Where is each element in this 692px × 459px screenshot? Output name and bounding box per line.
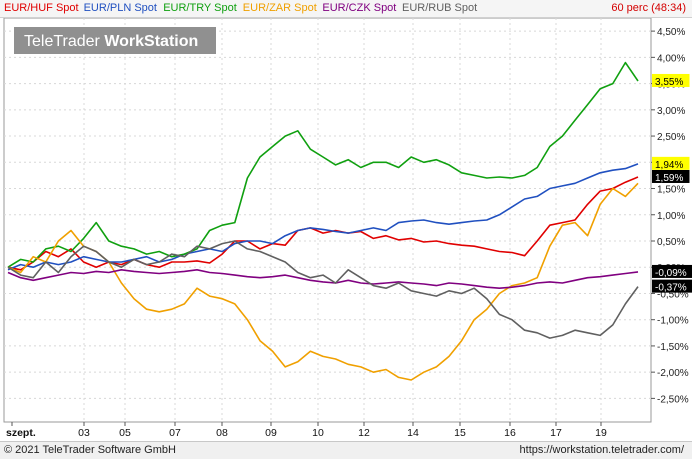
legend-item[interactable]: EUR/PLN Spot bbox=[83, 2, 157, 14]
last-value-label: -0,37% bbox=[655, 283, 687, 294]
y-tick-label: 4,50% bbox=[657, 27, 685, 38]
series-line bbox=[7, 61, 639, 268]
y-tick-label: -1,00% bbox=[657, 316, 689, 327]
legend-item[interactable]: EUR/ZAR Spot bbox=[242, 2, 317, 14]
watermark-text: TeleTrader WorkStation bbox=[24, 33, 198, 50]
x-tick-label: 10 bbox=[312, 427, 324, 439]
y-tick-label: -0,50% bbox=[657, 289, 689, 300]
footer: © 2021 TeleTrader Software GmbH https://… bbox=[0, 441, 692, 459]
y-tick-label: -1,50% bbox=[657, 342, 689, 353]
legend-item[interactable]: EUR/CZK Spot bbox=[322, 2, 397, 14]
timeframe-label: 60 perc (48:34) bbox=[611, 2, 686, 14]
plot-area bbox=[3, 18, 652, 423]
last-value-label: -0,09% bbox=[655, 268, 687, 279]
x-tick-label: 14 bbox=[407, 427, 419, 439]
last-value-badge bbox=[652, 73, 690, 87]
y-tick-label: -2,00% bbox=[657, 368, 689, 379]
x-tick-label: 16 bbox=[504, 427, 516, 439]
y-tick-label: 1,50% bbox=[657, 185, 685, 196]
x-tick-label: 07 bbox=[169, 427, 181, 439]
y-tick-label: 1,00% bbox=[657, 211, 685, 222]
legend-item[interactable]: EUR/HUF Spot bbox=[4, 2, 79, 14]
last-value-badge bbox=[652, 156, 690, 170]
series-line bbox=[7, 269, 639, 289]
x-tick-label: 08 bbox=[216, 427, 228, 439]
x-tick-label: 03 bbox=[78, 427, 90, 439]
series-line bbox=[7, 176, 639, 271]
series-line bbox=[7, 182, 639, 381]
legend-bar: EUR/HUF Spot EUR/PLN Spot EUR/TRY Spot EUR/… bbox=[0, 0, 692, 18]
legend-item[interactable]: EUR/TRY Spot bbox=[163, 2, 237, 14]
y-tick-label: 2,50% bbox=[657, 132, 685, 143]
footer-url[interactable]: https://workstation.teletrader.com/ bbox=[519, 444, 684, 456]
last-value-label: 1,59% bbox=[655, 173, 683, 184]
y-tick-label: -2,50% bbox=[657, 394, 689, 405]
x-tick-label: 12 bbox=[358, 427, 370, 439]
series-line bbox=[7, 240, 639, 339]
last-value-badge bbox=[652, 279, 692, 293]
x-tick-label: 17 bbox=[550, 427, 562, 439]
y-tick-label: 3,00% bbox=[657, 106, 685, 117]
y-tick-label: 4,00% bbox=[657, 53, 685, 64]
last-value-badge bbox=[652, 264, 692, 278]
x-tick-label: 19 bbox=[595, 427, 607, 439]
y-tick-label: 0,50% bbox=[657, 237, 685, 248]
chart: 4,50%4,00%3,50%3,00%2,50%2,00%1,50%1,00%… bbox=[3, 18, 692, 439]
x-tick-label: szept. bbox=[6, 427, 36, 439]
last-value-label: 3,55% bbox=[655, 77, 683, 88]
x-tick-label: 05 bbox=[119, 427, 131, 439]
watermark-brand: TeleTrader bbox=[24, 33, 104, 50]
last-value-badge bbox=[652, 169, 690, 183]
last-value-label: 1,94% bbox=[655, 160, 683, 171]
x-tick-label: 15 bbox=[454, 427, 466, 439]
series-line bbox=[7, 163, 639, 271]
legend-item[interactable]: EUR/RUB Spot bbox=[402, 2, 478, 14]
copyright-text: © 2021 TeleTrader Software GmbH bbox=[4, 444, 176, 456]
watermark-product: WorkStation bbox=[104, 33, 198, 50]
x-tick-label: 09 bbox=[265, 427, 277, 439]
watermark-box bbox=[14, 27, 216, 54]
